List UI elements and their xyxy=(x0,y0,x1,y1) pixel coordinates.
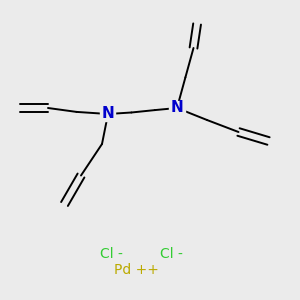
Text: Pd ++: Pd ++ xyxy=(114,263,159,277)
Text: N: N xyxy=(171,100,183,116)
Bar xyxy=(169,101,184,115)
Text: Cl -: Cl - xyxy=(160,247,182,260)
Text: Cl -: Cl - xyxy=(100,247,122,260)
Bar xyxy=(100,107,116,121)
Text: N: N xyxy=(102,106,114,122)
